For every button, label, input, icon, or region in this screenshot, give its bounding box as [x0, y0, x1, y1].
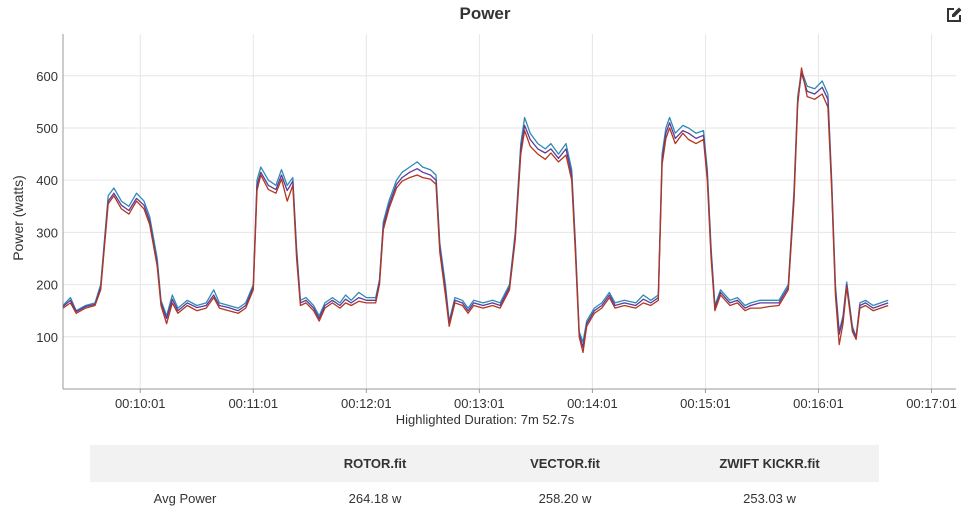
- x-tick-label: 00:13:01: [454, 396, 505, 411]
- table-row: Avg Power 264.18 w 258.20 w 253.03 w: [90, 482, 879, 514]
- x-tick-label: 00:10:01: [115, 396, 166, 411]
- x-tick-label: 00:14:01: [567, 396, 618, 411]
- stats-header-vector: VECTOR.fit: [470, 445, 660, 482]
- y-tick-label: 200: [36, 278, 58, 293]
- x-tick-labels: 00:10:01 00:11:01 00:12:01 00:13:01 00:14:01…: [115, 396, 957, 411]
- highlighted-duration: Highlighted Duration: 7m 52.7s: [395, 412, 575, 427]
- kickr-avg-power: 253.03 w: [743, 490, 796, 506]
- edit-icon[interactable]: [944, 5, 964, 25]
- y-tick-labels: 100 200 300 400 500 600: [36, 69, 58, 345]
- series-line-2: [62, 67, 889, 354]
- power-chart: 100 200 300 400 500 600 00:10:01 00:11:01 00:12…: [10, 34, 957, 411]
- series-lines: [62, 67, 889, 354]
- y-tick-label: 500: [36, 121, 58, 136]
- series-line-0: [62, 69, 889, 343]
- row-label: Avg Power: [153, 490, 217, 506]
- stats-header-rotor: ROTOR.fit: [280, 445, 470, 482]
- stats-table: ROTOR.fit VECTOR.fit ZWIFT KICKR.fit Avg…: [90, 445, 879, 514]
- x-tick-label: 00:15:01: [680, 396, 731, 411]
- vector-avg-power: 258.20 w: [538, 490, 592, 506]
- y-axis-title: Power (watts): [10, 175, 26, 261]
- stats-header-row: ROTOR.fit VECTOR.fit ZWIFT KICKR.fit: [90, 445, 879, 482]
- y-tick-label: 400: [36, 173, 58, 188]
- stats-header-blank: [90, 445, 280, 482]
- axes: [62, 34, 956, 393]
- x-tick-label: 00:12:01: [341, 396, 392, 411]
- x-tick-label: 00:17:01: [906, 396, 957, 411]
- chart-title: Power: [459, 4, 511, 23]
- rotor-avg-power: 264.18 w: [348, 490, 402, 506]
- x-tick-label: 00:16:01: [793, 396, 844, 411]
- x-tick-label: 00:11:01: [228, 396, 278, 411]
- series-line-1: [62, 72, 889, 348]
- y-tick-label: 600: [36, 69, 58, 84]
- y-tick-label: 100: [36, 330, 58, 345]
- stats-header-kickr: ZWIFT KICKR.fit: [660, 445, 879, 482]
- y-tick-label: 300: [36, 225, 58, 240]
